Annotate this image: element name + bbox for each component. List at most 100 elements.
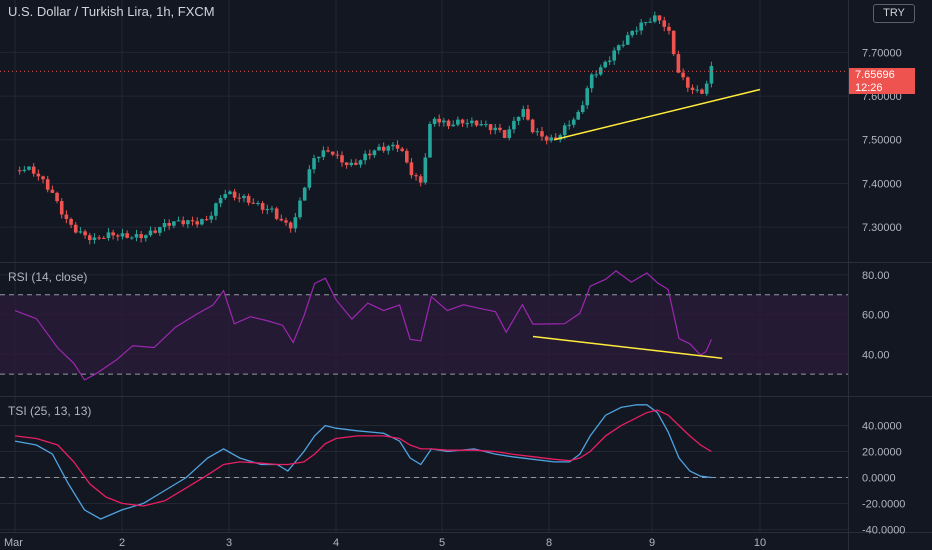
candle-body [535,131,540,133]
candle-body [73,224,78,233]
candle-body [409,162,414,176]
candle-body [167,223,171,226]
candle-body [120,233,125,237]
candle-body [172,221,176,226]
candle-body [162,223,167,228]
candle-body [585,88,590,106]
candle-body [474,120,479,126]
candle-body [115,235,120,237]
candle-body [612,50,616,61]
candle-body [657,15,662,21]
x-tick-label: Mar [4,537,23,549]
candle-body [634,30,639,32]
y-tick-label: 0.0000 [862,472,896,484]
candle-body [662,20,667,27]
rsi-trendline [532,335,723,360]
candle-body [367,153,372,156]
candle-body [512,120,516,130]
y-tick-label: 20.0000 [862,447,902,459]
candle-body [516,116,521,121]
candle-body [50,189,55,193]
candle-body [639,22,643,31]
y-tick-label: 80.00 [862,270,890,282]
candle-body [643,22,648,24]
candle-body [228,191,232,195]
candle-body [111,232,115,236]
candle-body [386,146,391,151]
candle-body [55,192,59,202]
currency-badge[interactable]: TRY [873,4,915,23]
candle-body [498,127,502,131]
chart-title: U.S. Dollar / Turkish Lira, 1h, FXCM [8,4,215,19]
x-tick-label: 9 [649,537,655,549]
bar-countdown: 12:26 [855,82,883,94]
candle-body [260,202,265,210]
candle-body [567,124,572,126]
candle-body [580,105,585,113]
candle-body [148,230,153,236]
tsi-pane-label: TSI (25, 13, 13) [8,404,92,418]
candle-body [307,169,312,188]
candle-body [465,123,470,125]
candle-body [218,198,223,204]
rsi-line [14,270,712,381]
y-tick-label: 60.00 [862,310,890,322]
candle-body [181,220,186,225]
candle-body [83,231,87,236]
candle-body [265,209,270,211]
candle-body [391,144,395,147]
y-tick-label: 7.70000 [862,47,902,59]
candle-body [200,219,204,225]
candle-body [381,146,386,151]
candle-body [594,74,599,76]
candle-body [414,175,418,177]
candle-body [330,151,335,155]
candle-body [709,65,714,84]
candle-body [400,148,404,151]
candle-body [41,176,45,180]
candle-body [31,166,36,174]
x-tick-label: 2 [119,537,125,549]
candle-body [603,61,608,68]
candle-body [704,83,709,94]
candle-body [488,124,493,131]
y-tick-label: -20.0000 [862,498,905,510]
candle-body [686,77,690,88]
candle-body [340,155,344,163]
candle-body [372,150,377,156]
candle-body [22,169,27,171]
candle-body [695,89,700,91]
candle-body [186,220,190,225]
candle-body [288,222,293,229]
candle-body [607,60,612,62]
candle-body [616,45,621,51]
candle-body [209,215,214,220]
y-tick-label: 7.60000 [862,91,902,103]
candle-body [700,89,704,94]
x-tick-label: 4 [333,537,339,549]
candle-body [344,162,349,166]
candle-body [460,119,465,124]
candle-body [59,201,64,215]
candle-body [153,230,157,233]
candle-body [302,187,307,201]
candle-body [432,118,437,124]
candle-body [237,197,242,199]
rsi-band [0,294,848,375]
candle-body [190,220,195,222]
y-tick-label: 40.0000 [862,421,902,433]
candle-body [232,191,237,198]
candle-body [204,219,209,221]
candle-body [418,176,423,183]
rsi-pane-label: RSI (14, close) [8,270,88,284]
candle-body [293,217,298,229]
y-tick-label: 7.50000 [862,135,902,147]
candle-body [242,195,246,199]
candle-body [493,127,498,131]
candle-body [125,233,129,238]
candle-body [87,235,92,241]
y-tick-label: -40.0000 [862,524,905,536]
candle-body [69,218,73,225]
candle-body [101,237,106,239]
